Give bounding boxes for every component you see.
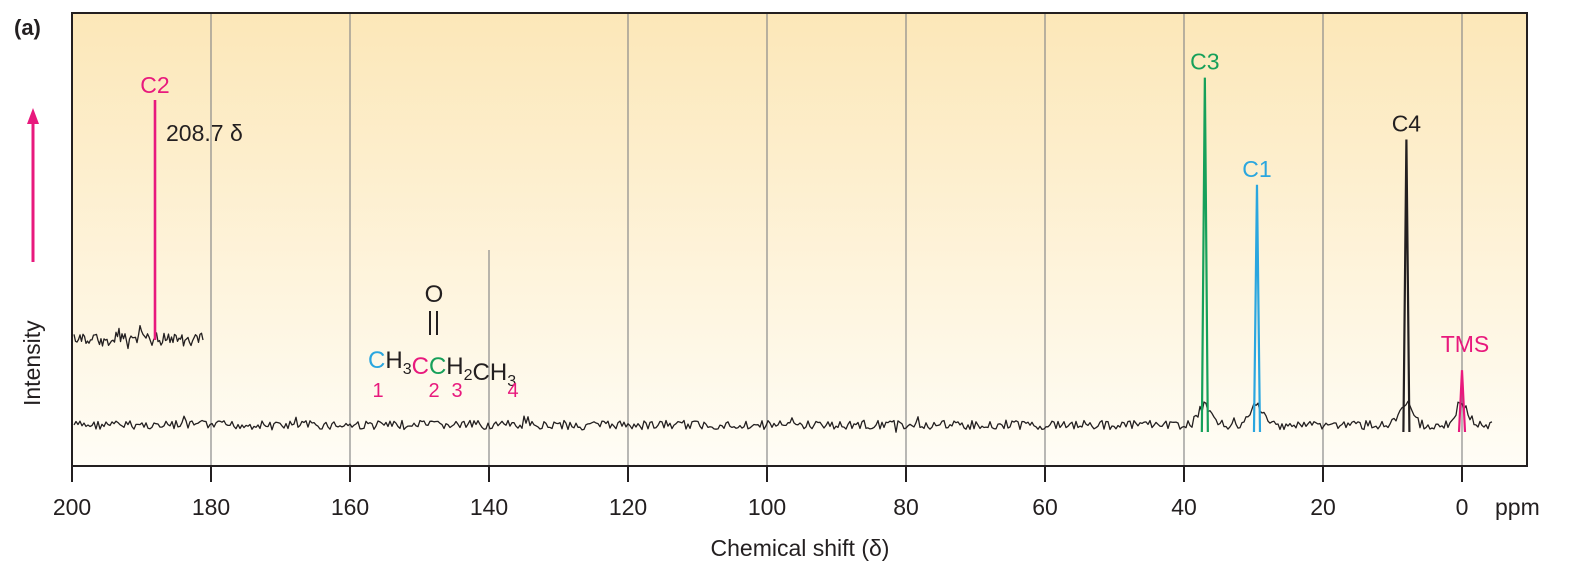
peak-label-tms: TMS [1441,331,1490,357]
plot-frame [71,12,1528,467]
x-axis-ticks [71,466,1463,482]
spectrum-trace [73,400,1493,433]
carbonyl-oxygen: O [425,281,444,308]
x-tick-label: 200 [53,494,91,520]
x-tick-label: 40 [1171,494,1197,520]
peak-c3 [1200,77,1209,433]
carbon-number-3: 3 [451,380,462,402]
intensity-arrow-head [27,108,39,124]
peak-label-c2: C2 [140,72,169,98]
peak-labels: C1 C3 C4 TMS C2 [140,49,1489,357]
y-axis-label-group: Intensity [19,108,45,406]
formula-segment: C [368,347,385,374]
x-tick-label: 80 [893,494,919,520]
peak-label-c3: C3 [1190,49,1219,75]
x-tick-label: 160 [331,494,369,520]
peak-label-c4: C4 [1392,110,1422,136]
x-axis-label: Chemical shift (δ) [711,535,890,561]
x-axis-tick-labels: 200 180 160 140 120 100 80 60 40 20 0 [53,494,1469,520]
carbon-number-4: 4 [507,380,518,402]
x-tick-label: 20 [1310,494,1336,520]
x-tick-label: 60 [1032,494,1058,520]
x-tick-label: 180 [192,494,230,520]
formula-segment: 3 [403,361,412,378]
peak-markers [153,77,1467,433]
carbon-number-2: 2 [428,380,439,402]
inset-spectrum-trace [73,324,204,350]
formula-segment: H [446,353,463,380]
peak-tms [1457,370,1467,433]
x-tick-label: 140 [470,494,508,520]
x-axis-unit: ppm [1495,494,1540,520]
x-tick-label: 0 [1456,494,1469,520]
peak-c4 [1402,139,1411,433]
panel-label: (a) [14,15,41,40]
y-axis-label: Intensity [19,320,45,406]
peak-label-c1: C1 [1242,156,1271,182]
formula-segment: H [385,347,402,374]
carbon-number-1: 1 [372,380,383,402]
x-tick-label: 120 [609,494,647,520]
formula-segment: C [429,353,446,380]
molecular-formula: CH3CCH2CH3 [368,347,516,390]
formula-segment: CH [473,359,508,386]
formula-segment: C [412,353,429,380]
formula-segment: 3 [507,373,516,390]
formula-segment: 2 [464,367,473,384]
peak-c1 [1252,184,1262,433]
x-tick-label: 100 [748,494,786,520]
c2-shift-annotation: 208.7 δ [166,120,243,146]
plot-area [72,13,1527,466]
